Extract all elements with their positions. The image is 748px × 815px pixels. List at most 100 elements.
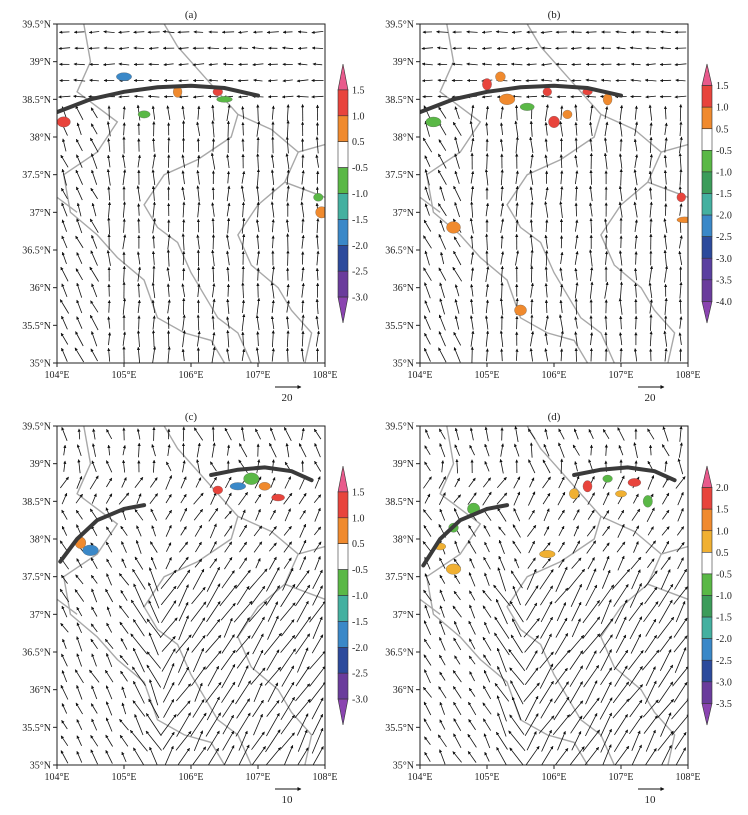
- wind-vector: [63, 460, 67, 472]
- wind-vectors: [421, 30, 687, 363]
- wind-vector: [315, 330, 320, 347]
- wind-vector: [453, 733, 462, 748]
- y-tick-label: 36.5°N: [22, 246, 51, 257]
- wind-vector: [529, 120, 533, 137]
- wind-vector: [219, 584, 237, 607]
- wind-vector: [468, 572, 476, 587]
- wind-vector: [679, 426, 683, 442]
- wind-vector: [649, 153, 653, 169]
- wind-vector: [107, 332, 112, 346]
- wind-vector: [613, 729, 629, 753]
- wind-vector: [527, 428, 536, 440]
- wind-vector: [672, 665, 688, 687]
- wind-vector: [301, 299, 305, 313]
- wind-vector: [136, 251, 141, 265]
- wind-vector: [266, 700, 280, 717]
- province-boundary: [600, 113, 676, 363]
- colorbar-segment: [701, 150, 713, 173]
- wind-vector: [301, 330, 305, 347]
- wind-vector: [633, 267, 638, 281]
- colorbar-label: -1.5: [716, 189, 732, 200]
- wind-vector: [176, 700, 191, 717]
- colorbar-label: -0.5: [716, 146, 732, 157]
- colorbar-segment: [337, 646, 349, 674]
- y-tick-label: 38.5°N: [385, 95, 414, 106]
- wind-vector: [468, 525, 476, 537]
- wind-vector: [167, 299, 171, 314]
- wind-vector: [530, 153, 534, 169]
- wind-vector: [164, 745, 174, 765]
- colorbar-segment: [337, 465, 349, 493]
- wind-vector: [281, 95, 294, 99]
- wind-vector: [555, 617, 568, 638]
- panel-label: (a): [185, 9, 198, 21]
- wind-vector: [105, 717, 113, 732]
- wind-vector: [527, 524, 537, 537]
- wind-vector: [120, 525, 128, 536]
- wind-vector: [570, 583, 582, 607]
- wind-vector: [544, 121, 548, 136]
- wind-vector: [295, 633, 311, 655]
- wind-vector: [236, 617, 250, 639]
- colorbar-segment: [701, 573, 713, 596]
- wind-vector: [424, 461, 431, 472]
- front-line: [421, 503, 510, 568]
- wind-vector: [314, 460, 322, 472]
- x-tick-label: 106°E: [541, 772, 566, 783]
- wind-vector: [297, 647, 309, 673]
- wind-vector: [485, 283, 490, 297]
- shaded-region: [212, 485, 223, 495]
- wind-vector: [192, 95, 204, 99]
- reference-vector-label: 10: [282, 794, 294, 806]
- wind-vector: [634, 121, 639, 137]
- wind-vector: [424, 347, 431, 362]
- colorbar-segment: [701, 552, 713, 575]
- wind-vector: [104, 669, 114, 683]
- wind-vector: [211, 346, 216, 363]
- wind-vector: [634, 105, 638, 120]
- wind-vector: [160, 585, 177, 606]
- wind-vector: [271, 459, 275, 474]
- wind-vector: [178, 95, 189, 99]
- wind-vector: [601, 569, 611, 589]
- wind-vector: [631, 508, 641, 521]
- wind-vector: [316, 170, 320, 184]
- wind-vector: [647, 428, 655, 440]
- wind-vector: [615, 616, 627, 639]
- y-tick-label: 38°N: [393, 133, 414, 144]
- wind-vector: [454, 444, 460, 456]
- wind-vector: [514, 120, 519, 137]
- wind-vector: [468, 655, 476, 665]
- shaded-region: [514, 304, 527, 316]
- wind-vector: [90, 749, 98, 765]
- wind-vector: [299, 523, 307, 538]
- colorbar-label: -1.0: [352, 189, 368, 200]
- wind-vector: [530, 201, 534, 218]
- wind-vector: [571, 618, 581, 638]
- x-tick-label: 106°E: [178, 772, 203, 783]
- wind-vector: [76, 154, 83, 168]
- wind-vector: [235, 569, 251, 589]
- wind-vector: [649, 299, 653, 314]
- wind-vector: [60, 750, 69, 764]
- wind-vector: [121, 541, 127, 553]
- wind-vector: [526, 568, 537, 590]
- wind-vector: [179, 541, 189, 553]
- wind-vector: [662, 509, 670, 520]
- wind-vector: [176, 712, 191, 737]
- wind-vector: [630, 62, 641, 66]
- wind-vector: [424, 186, 431, 201]
- colorbar-segment: [337, 491, 349, 519]
- wind-vector: [485, 122, 489, 136]
- front-line: [209, 465, 314, 483]
- wind-vector: [235, 712, 251, 737]
- shaded-region: [57, 116, 71, 128]
- wind-vector: [587, 492, 595, 505]
- wind-vector: [137, 266, 142, 282]
- wind-vector: [90, 107, 98, 119]
- wind-vector: [630, 633, 642, 654]
- wind-vector: [209, 523, 217, 539]
- wind-vector: [452, 266, 463, 282]
- wind-vector: [569, 665, 584, 687]
- wind-vector: [61, 315, 68, 330]
